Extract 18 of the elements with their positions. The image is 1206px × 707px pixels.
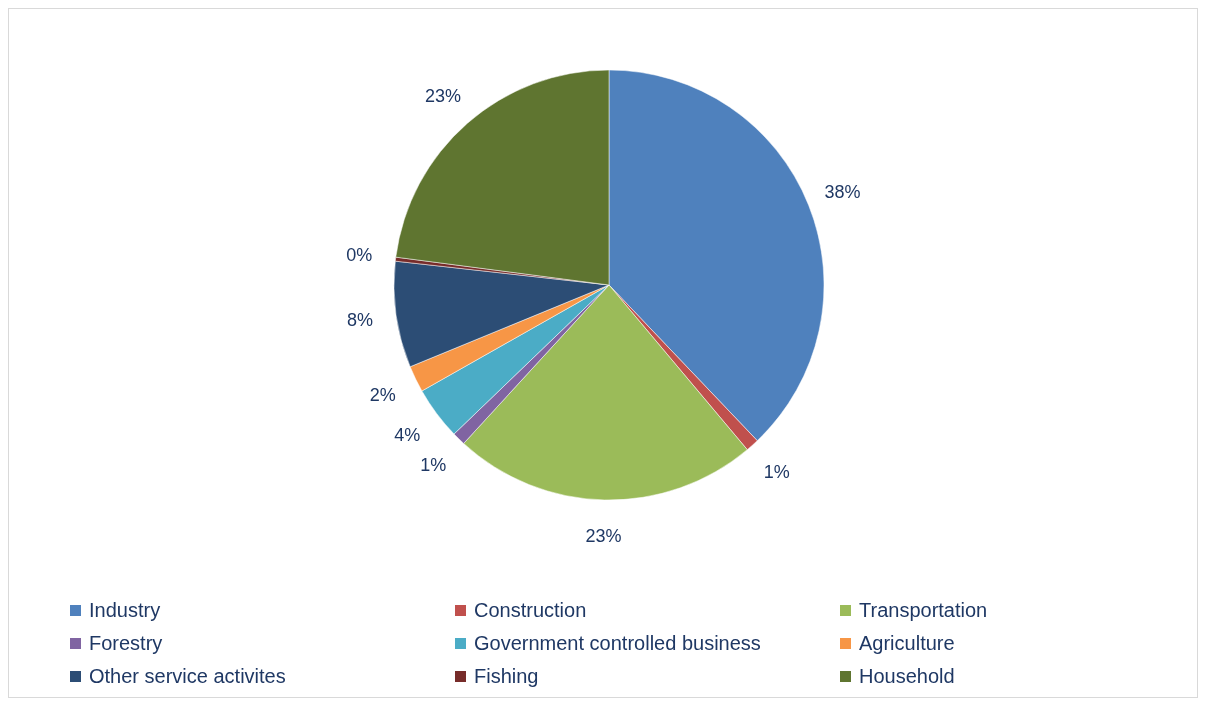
data-label: 4%: [394, 425, 421, 446]
legend-label: Other service activites: [89, 665, 286, 687]
data-label: 23%: [585, 526, 622, 547]
legend-label: Household: [859, 665, 955, 687]
data-label: 1%: [763, 462, 790, 483]
legend-label: Construction: [474, 599, 587, 621]
legend-label: Industry: [89, 599, 161, 621]
data-label: 8%: [346, 309, 373, 330]
legend-label: Transportation: [859, 599, 988, 621]
data-label: 0%: [346, 244, 373, 265]
legend-label: Government controlled business: [474, 632, 761, 654]
legend-label: Forestry: [89, 632, 163, 654]
legend-label: Fishing: [474, 665, 539, 687]
data-label: 38%: [824, 181, 861, 202]
legend-label: Agriculture: [859, 632, 955, 654]
data-label: 2%: [369, 385, 396, 405]
data-label: 1%: [420, 454, 447, 475]
data-label: 23%: [425, 85, 462, 106]
